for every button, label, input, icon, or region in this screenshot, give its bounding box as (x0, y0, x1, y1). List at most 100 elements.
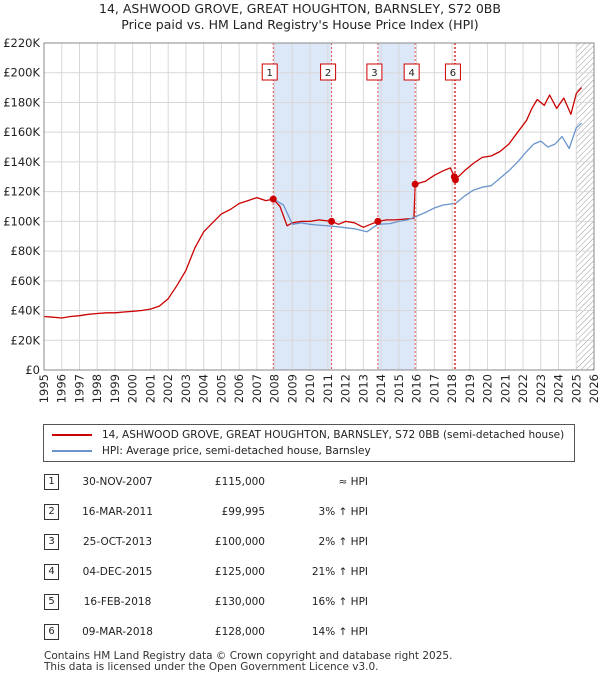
sale-row: 2 16-MAR-2011 £99,995 3% ↑ HPI (0, 500, 600, 528)
highlight-band (273, 43, 332, 370)
sale-marker-badge: 2 (320, 63, 337, 81)
x-tick-label: 2008 (268, 374, 282, 403)
sale-marker-box (320, 63, 337, 81)
sale-number: 3 (44, 534, 59, 550)
sale-row: 5 16-FEB-2018 £130,000 16% ↑ HPI (0, 590, 600, 618)
y-tick-label: £160K (3, 125, 40, 139)
sale-marker-box (403, 63, 420, 81)
sale-date: 16-FEB-2018 (83, 596, 152, 608)
legend-swatch-property (52, 434, 92, 436)
sale-point (411, 180, 419, 188)
sale-marker-badge: 1 (261, 63, 278, 81)
y-tick-label: £180K (3, 95, 40, 109)
sale-date: 25-OCT-2013 (83, 536, 152, 548)
x-tick-label: 2023 (534, 374, 548, 403)
sale-hpi-comparison: 16% ↑ HPI (311, 596, 368, 608)
x-tick-label: 2018 (445, 374, 459, 403)
x-tick-label: 2022 (516, 374, 530, 403)
price-chart: 1 2 3 4 6 £0 £20K £40K £60K £80K £100K £120K £140K £… (3, 36, 600, 403)
sale-marker-box (366, 63, 383, 81)
x-tick-label: 2015 (392, 374, 406, 403)
sale-price: £125,000 (214, 566, 265, 578)
footer-copyright: Contains HM Land Registry data © Crown c… (44, 650, 453, 662)
sale-hpi-comparison: 2% ↑ HPI (318, 536, 368, 548)
sale-point (269, 195, 277, 203)
sale-number: 2 (44, 504, 59, 520)
x-tick-label: 2026 (587, 374, 600, 403)
chart-subtitle: Price paid vs. HM Land Registry's House … (121, 17, 479, 32)
x-tick-label: 2003 (179, 374, 193, 403)
sale-date: 09-MAR-2018 (82, 626, 153, 638)
sale-row: 3 25-OCT-2013 £100,000 2% ↑ HPI (0, 530, 600, 558)
sale-date: 30-NOV-2007 (82, 476, 153, 488)
x-tick-label: 2004 (197, 374, 211, 403)
x-tick-label: 2025 (569, 374, 583, 403)
legend-item-hpi: HPI: Average price, semi-detached house,… (52, 443, 371, 459)
sale-point (374, 217, 382, 225)
sale-date: 16-MAR-2011 (82, 506, 153, 518)
sale-date: 04-DEC-2015 (82, 566, 153, 578)
chart-legend: 14, ASHWOOD GROVE, GREAT HOUGHTON, BARNS… (43, 424, 575, 462)
x-tick-label: 2014 (374, 374, 388, 403)
legend-label-hpi: HPI: Average price, semi-detached house,… (102, 445, 371, 457)
sale-marker-badge: 4 (403, 63, 420, 81)
x-tick-label: 2024 (552, 374, 566, 403)
x-tick-label: 2010 (303, 374, 317, 403)
y-tick-label: £100K (3, 214, 40, 228)
y-tick-label: £60K (11, 274, 41, 288)
series-line-property (44, 87, 583, 319)
x-tick-label: 2001 (143, 374, 157, 403)
y-tick-label: £140K (3, 155, 40, 169)
sale-marker-box (444, 63, 461, 81)
legend-swatch-hpi (52, 450, 92, 452)
x-tick-label: 1997 (72, 374, 86, 403)
x-tick-label: 2007 (250, 374, 264, 403)
sale-number: 4 (44, 564, 59, 580)
forecast-hatch (576, 43, 594, 370)
sale-marker-badge: 3 (366, 63, 383, 81)
x-tick-label: 1995 (37, 374, 51, 403)
footer-licence: This data is licensed under the Open Gov… (44, 661, 379, 673)
chart-title: 14, ASHWOOD GROVE, GREAT HOUGHTON, BARNS… (99, 1, 501, 16)
highlight-band (377, 43, 416, 370)
sale-hpi-comparison: 14% ↑ HPI (311, 626, 368, 638)
series-line-hpi (272, 122, 583, 233)
x-tick-label: 2000 (126, 374, 140, 403)
x-tick-label: 2017 (427, 374, 441, 403)
sale-number: 1 (44, 474, 59, 490)
sale-number: 5 (44, 594, 59, 610)
x-tick-label: 1999 (108, 374, 122, 403)
sale-marker-label: 6 (450, 68, 456, 79)
sale-point (328, 217, 336, 225)
sale-price: £115,000 (214, 476, 265, 488)
sale-number: 6 (44, 624, 59, 640)
y-tick-label: £0 (25, 363, 40, 377)
y-tick-label: £80K (11, 244, 41, 258)
x-tick-label: 2016 (410, 374, 424, 403)
y-tick-label: £40K (11, 304, 41, 318)
x-tick-label: 1996 (55, 374, 69, 403)
y-tick-label: £220K (3, 36, 40, 50)
x-tick-label: 2006 (232, 374, 246, 403)
sale-marker-label: 2 (325, 68, 331, 79)
y-tick-label: £20K (11, 333, 41, 347)
x-tick-label: 2021 (498, 374, 512, 403)
x-tick-label: 1998 (90, 374, 104, 403)
plot-frame (43, 42, 595, 371)
sale-point (451, 176, 459, 184)
sale-marker-label: 4 (408, 68, 414, 79)
legend-label-property: 14, ASHWOOD GROVE, GREAT HOUGHTON, BARNS… (102, 429, 565, 441)
x-tick-label: 2019 (463, 374, 477, 403)
sale-hpi-comparison: 21% ↑ HPI (311, 566, 368, 578)
x-tick-label: 2020 (481, 374, 495, 403)
sale-price: £99,995 (221, 506, 265, 518)
sale-hpi-comparison: 3% ↑ HPI (318, 506, 368, 518)
sale-price: £100,000 (214, 536, 265, 548)
x-tick-label: 2012 (339, 374, 353, 403)
sale-price: £130,000 (214, 596, 265, 608)
x-tick-label: 2011 (321, 374, 335, 403)
sale-row: 6 09-MAR-2018 £128,000 14% ↑ HPI (0, 620, 600, 648)
sale-row: 4 04-DEC-2015 £125,000 21% ↑ HPI (0, 560, 600, 588)
sale-hpi-comparison: ≈ HPI (338, 476, 368, 488)
x-tick-label: 2013 (356, 374, 370, 403)
